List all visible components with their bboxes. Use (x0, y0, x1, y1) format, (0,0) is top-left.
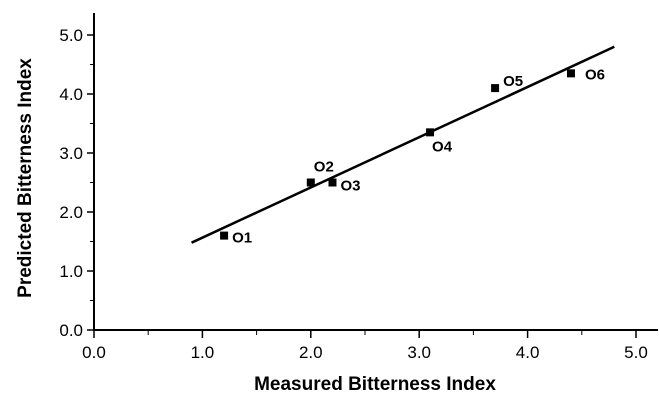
x-axis-label: Measured Bitterness Index (254, 374, 496, 395)
data-point-o4 (426, 128, 435, 137)
data-point-o1 (220, 231, 229, 240)
data-point-o3 (328, 178, 337, 187)
y-tick-label: 2.0 (59, 203, 83, 222)
x-tick-label: 5.0 (624, 343, 648, 362)
y-tick-label: 5.0 (59, 26, 83, 45)
x-tick-label: 1.0 (191, 343, 215, 362)
data-point-o6 (566, 69, 575, 78)
x-tick-label: 3.0 (407, 343, 431, 362)
x-tick-label: 0.0 (82, 343, 106, 362)
x-tick-label: 4.0 (516, 343, 540, 362)
y-tick-label: 0.0 (59, 321, 83, 340)
data-point-o2 (306, 178, 315, 187)
data-point-o5 (491, 84, 500, 93)
point-label-o6: O6 (585, 66, 605, 83)
point-label-o3: O3 (340, 178, 360, 195)
y-tick-label: 4.0 (59, 85, 83, 104)
axes (93, 13, 658, 331)
y-tick-label: 1.0 (59, 262, 83, 281)
regression-line (191, 45, 615, 244)
x-tick-label: 2.0 (299, 343, 323, 362)
point-label-o1: O1 (232, 230, 252, 247)
y-axis-label: Predicted Bitterness Index (15, 58, 36, 298)
point-label-o2: O2 (314, 159, 334, 176)
data-points: O1 O2 O3 O4 O5 O6 (220, 66, 605, 247)
point-label-o5: O5 (503, 73, 523, 90)
point-label-o4: O4 (432, 138, 453, 155)
fit-line-group (191, 45, 615, 244)
ticks: 0.0 1.0 2.0 3.0 4.0 5.0 0.0 1.0 2.0 3.0 4.0 5.0 (59, 26, 647, 362)
y-tick-label: 3.0 (59, 144, 83, 163)
